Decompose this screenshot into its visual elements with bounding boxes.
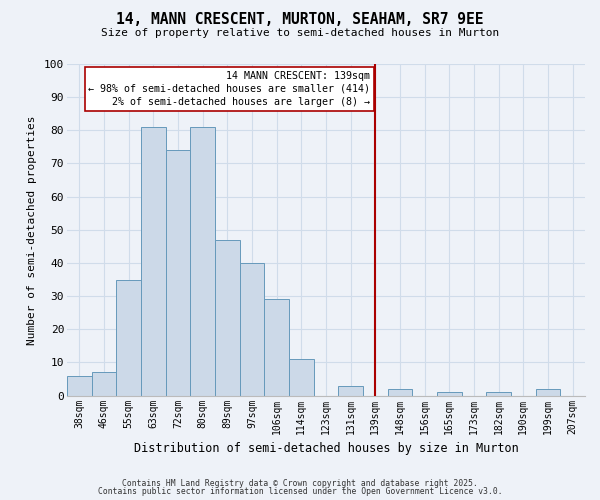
Bar — [437, 392, 461, 396]
Y-axis label: Number of semi-detached properties: Number of semi-detached properties — [27, 115, 37, 344]
Bar — [487, 392, 511, 396]
Bar — [116, 280, 141, 396]
Text: Size of property relative to semi-detached houses in Murton: Size of property relative to semi-detach… — [101, 28, 499, 38]
Bar — [239, 263, 265, 396]
Bar — [215, 240, 239, 396]
Text: 14, MANN CRESCENT, MURTON, SEAHAM, SR7 9EE: 14, MANN CRESCENT, MURTON, SEAHAM, SR7 9… — [116, 12, 484, 28]
Bar — [338, 386, 363, 396]
Bar — [265, 300, 289, 396]
Bar — [289, 359, 314, 396]
Bar — [67, 376, 92, 396]
Bar — [536, 389, 560, 396]
Bar — [388, 389, 412, 396]
Text: Contains HM Land Registry data © Crown copyright and database right 2025.: Contains HM Land Registry data © Crown c… — [122, 478, 478, 488]
Text: 14 MANN CRESCENT: 139sqm
← 98% of semi-detached houses are smaller (414)
2% of s: 14 MANN CRESCENT: 139sqm ← 98% of semi-d… — [88, 70, 370, 107]
Bar — [141, 127, 166, 396]
Bar — [166, 150, 190, 396]
Text: Contains public sector information licensed under the Open Government Licence v3: Contains public sector information licen… — [98, 487, 502, 496]
X-axis label: Distribution of semi-detached houses by size in Murton: Distribution of semi-detached houses by … — [134, 442, 518, 455]
Bar — [92, 372, 116, 396]
Bar — [190, 127, 215, 396]
